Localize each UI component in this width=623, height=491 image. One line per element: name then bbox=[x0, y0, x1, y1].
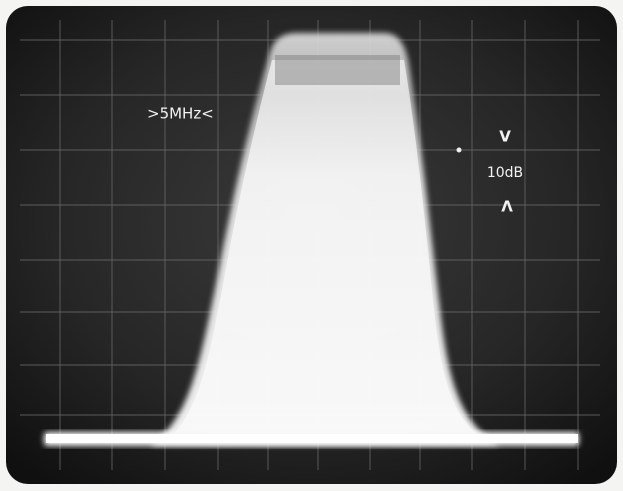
spectrum-trace bbox=[44, 33, 579, 446]
frequency-span-label: >5MHz< bbox=[147, 105, 214, 123]
bottom-marker: Λ bbox=[501, 198, 513, 216]
scale-label: 10dB bbox=[487, 165, 523, 181]
top-marker: V bbox=[499, 128, 511, 146]
graticule bbox=[20, 20, 600, 470]
